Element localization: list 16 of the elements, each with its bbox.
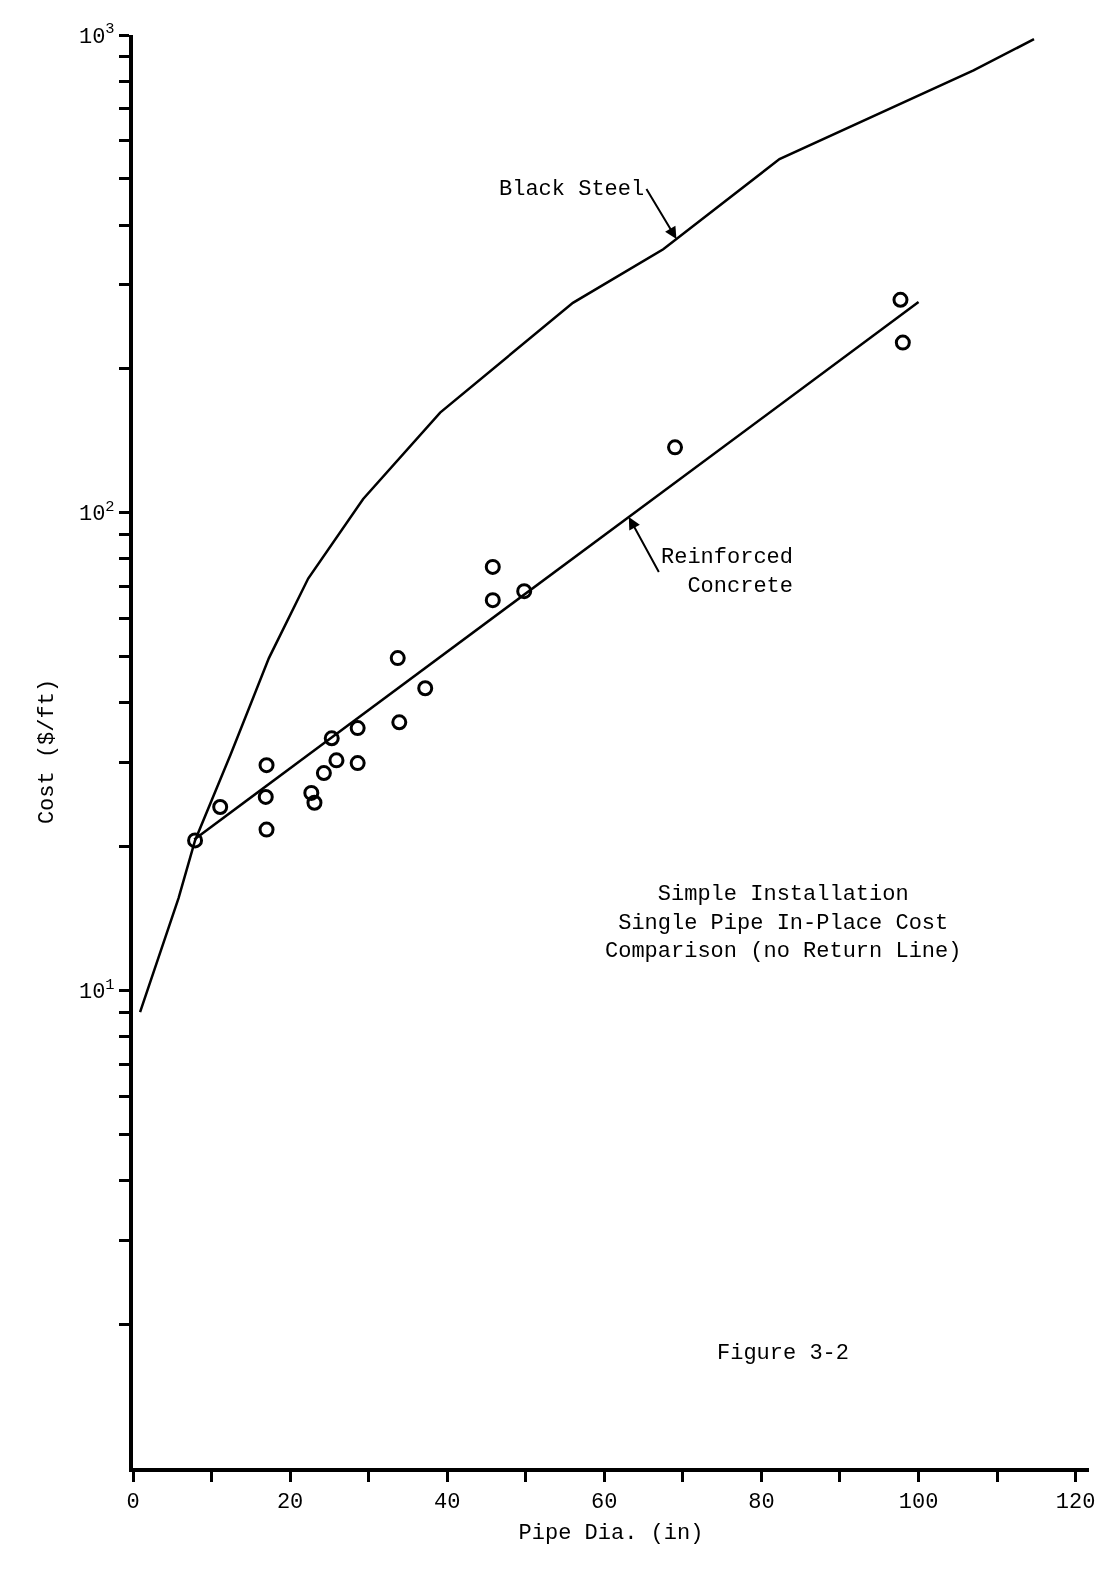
y-tick-label: 10$^{1}$: [78, 975, 115, 1006]
annotation: Simple Installation Single Pipe In-Place Cost Comparison (no Return Line): [605, 882, 962, 965]
annotation: Figure 3-2: [717, 1341, 850, 1366]
y-tick-label: 10$^{2}$: [78, 498, 115, 528]
text: Black Steel: [499, 177, 645, 202]
x-tick-label: 0: [126, 1490, 140, 1516]
x-tick-label: 60: [591, 1490, 618, 1516]
x-tick-label: 120: [1055, 1490, 1096, 1516]
series-label: Reinforced Concrete: [661, 545, 794, 599]
y-tick-label: 10$^{3}$: [78, 20, 115, 50]
y-axis-title: Cost ($/ft): [35, 678, 61, 825]
x-tick-label: 20: [276, 1490, 304, 1516]
x-axis-title: Pipe Dia. (in): [518, 1520, 704, 1546]
x-tick-label: 40: [434, 1490, 461, 1516]
x-tick-label: 100: [898, 1490, 939, 1516]
x-tick-label: 80: [748, 1490, 775, 1516]
